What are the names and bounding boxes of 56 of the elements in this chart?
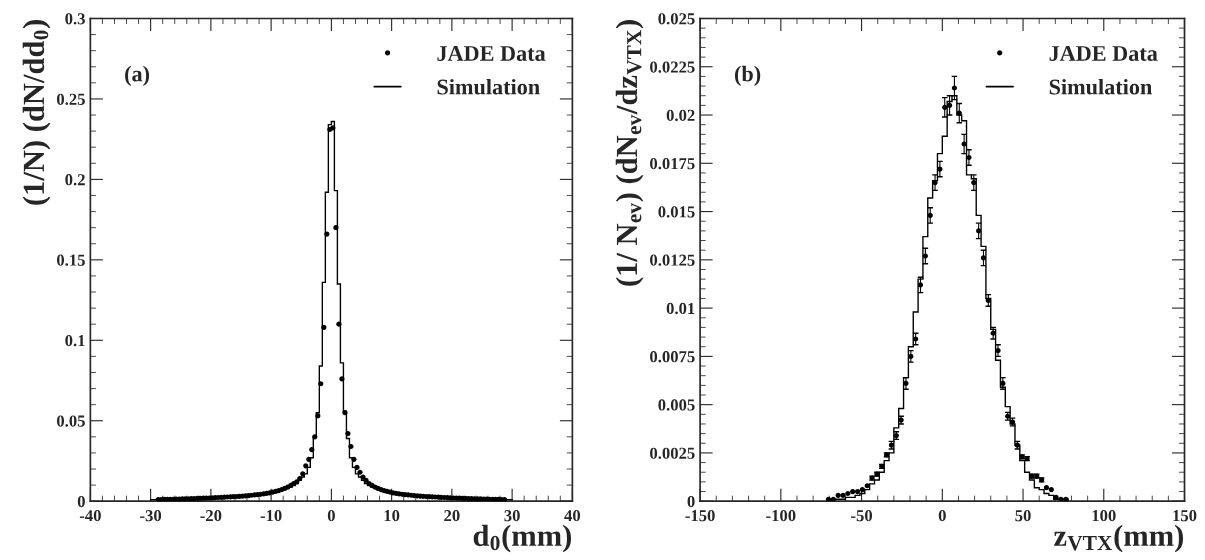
x-tick-label: 10 [384, 510, 400, 522]
x-tick-label: 0 [327, 510, 335, 522]
y-tick-label: 0.25 [56, 93, 85, 105]
x-tick-label: 20 [444, 510, 460, 522]
x-tick-label: 50 [1015, 510, 1031, 522]
x-tick-label: -50 [851, 510, 873, 522]
x-tick-label: -10 [260, 510, 282, 522]
x-axis-title: z$_{VTX}$(mm) [1054, 524, 1184, 553]
x-tick-label: -30 [140, 510, 162, 522]
x-tick-label: 100 [1092, 510, 1116, 522]
annotation: (b) [734, 65, 761, 86]
annotation: (a) [125, 65, 150, 86]
y-tick-label: 0.0225 [650, 61, 695, 73]
x-tick-label: 0 [938, 510, 946, 522]
legend-label: Simulation [1049, 78, 1152, 95]
point [850, 488, 856, 495]
point [845, 490, 851, 497]
y-tick-label: 0.05 [56, 415, 85, 427]
point [1043, 485, 1050, 491]
x-tick-label: -100 [766, 510, 796, 522]
legend-label: JADE Data [437, 46, 546, 61]
y-tick-label: 0.02 [666, 109, 695, 122]
y-axis-title: (1/ N$_{ev}$) (dN$_{ev}$/dz$_{VTX}$) [615, 20, 644, 286]
point [840, 492, 846, 499]
x-tick-label: -40 [79, 510, 101, 522]
y-tick-label: 0 [77, 495, 85, 508]
point [864, 483, 870, 489]
y-tick-label: 0.0075 [650, 351, 695, 363]
y-tick-label: 0.1 [65, 334, 85, 347]
y-tick-label: 0.015 [658, 206, 695, 218]
y-tick-label: 0.01 [666, 302, 695, 315]
x-tick-label: -150 [685, 510, 715, 522]
x-tick-label: 40 [564, 510, 581, 522]
y-axis-title: (1/N) (dN/dd$_{0}$) [22, 20, 51, 205]
y-tick-label: 0.3 [65, 13, 85, 25]
y-tick-label: 0.025 [658, 13, 695, 25]
point [830, 496, 836, 502]
point [859, 487, 865, 493]
legend-label: Simulation [437, 78, 540, 95]
y-tick-label: 0.2 [65, 174, 85, 186]
x-tick-label: 150 [1173, 510, 1197, 522]
y-tick-label: 0.0175 [650, 158, 695, 170]
y-tick-label: 0 [687, 495, 695, 508]
point [1063, 496, 1069, 502]
y-tick-label: 0.0125 [650, 254, 695, 266]
x-tick-label: -20 [200, 510, 222, 522]
point [854, 488, 861, 495]
y-tick-label: 0.0025 [650, 447, 695, 459]
x-axis-title: d$_{0}$(mm) [473, 524, 572, 553]
point [835, 492, 841, 499]
legend-label: JADE Data [1049, 46, 1158, 61]
x-tick-label: 30 [504, 510, 520, 522]
point [1048, 487, 1054, 493]
y-tick-label: 0.005 [658, 399, 695, 411]
point [1058, 496, 1064, 502]
y-tick-label: 0.15 [56, 254, 85, 266]
